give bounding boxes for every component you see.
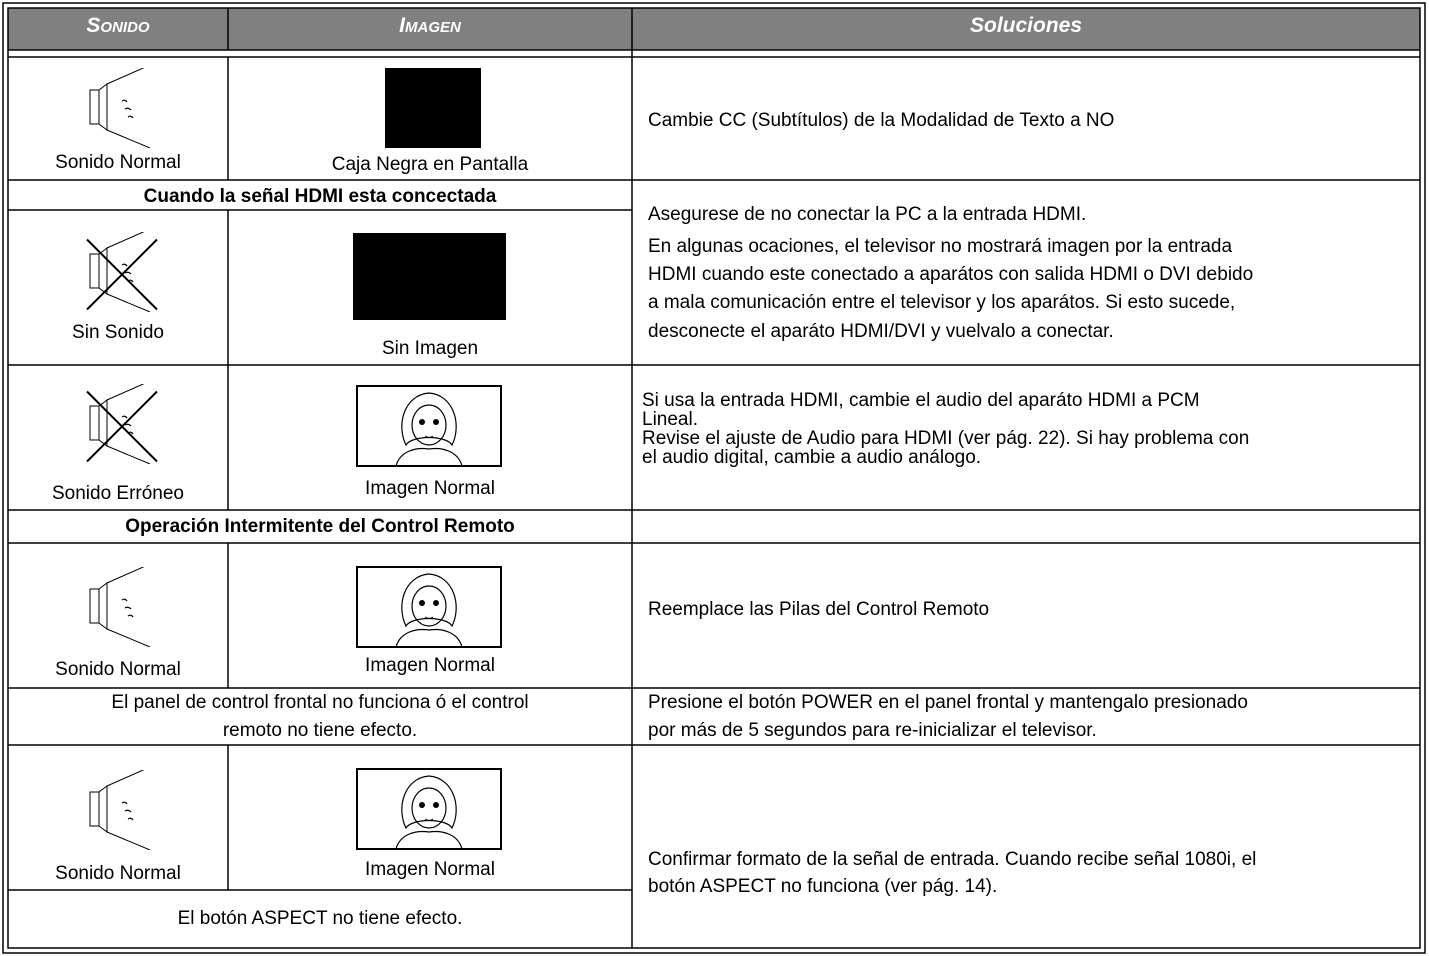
condition: Cuando la señal HDMI esta concectada [143,186,497,207]
solution-line: Reemplace las Pilas del Control Remoto [648,599,990,620]
header-cell: Soluciones [969,14,1083,37]
solution-line: Lineal. [642,409,698,430]
solution-line: Asegurese de no conectar la PC a la entr… [648,204,1087,225]
header-cell: Imagen [399,14,461,37]
picture-label: Sin Imagen [381,338,479,359]
picture-label: Imagen Normal [365,655,495,676]
solution-line: botón ASPECT no funciona (ver pág. 14). [648,876,998,897]
solution-line: Si usa la entrada HDMI, cambie el audio … [642,390,1200,411]
sound-label: Sonido Normal [55,152,181,173]
sound-label: Sonido Erróneo [51,483,185,504]
solution-line: En algunas ocaciones, el televisor no mo… [648,236,1233,257]
picture-label: Imagen Normal [365,859,495,880]
picture-label: Imagen Normal [365,478,495,499]
solution-line: el audio digital, cambie a audio análogo… [642,447,982,468]
solution-line: por más de 5 segundos para re-inicializa… [648,720,1097,741]
condition: Operación Intermitente del Control Remot… [125,516,515,537]
picture-label: Caja Negra en Pantalla [331,154,529,175]
solution-line: Revise el ajuste de Audio para HDMI (ver… [642,428,1250,449]
sound-label: Sin Sonido [72,322,164,343]
solution-line: Confirmar formato de la señal de entrada… [648,849,1257,870]
solution-line: HDMI cuando este conectado a aparátos co… [648,264,1254,285]
header-cell: Sonido [86,14,150,37]
solution-line: desconecte el aparáto HDMI/DVI y vuelval… [648,321,1114,342]
solution-line: Cambie CC (Subtítulos) de la Modalidad d… [648,110,1115,131]
solution-line: a mala comunicación entre el televisor y… [648,292,1236,313]
sound-label: Sonido Normal [55,659,181,680]
solution-line: Presione el botón POWER en el panel fron… [648,692,1248,713]
condition: El botón ASPECT no tiene efecto. [177,908,463,929]
condition-line: remoto no tiene efecto. [222,720,418,741]
condition-line: El panel de control frontal no funciona … [111,692,529,713]
sound-label: Sonido Normal [55,863,181,884]
